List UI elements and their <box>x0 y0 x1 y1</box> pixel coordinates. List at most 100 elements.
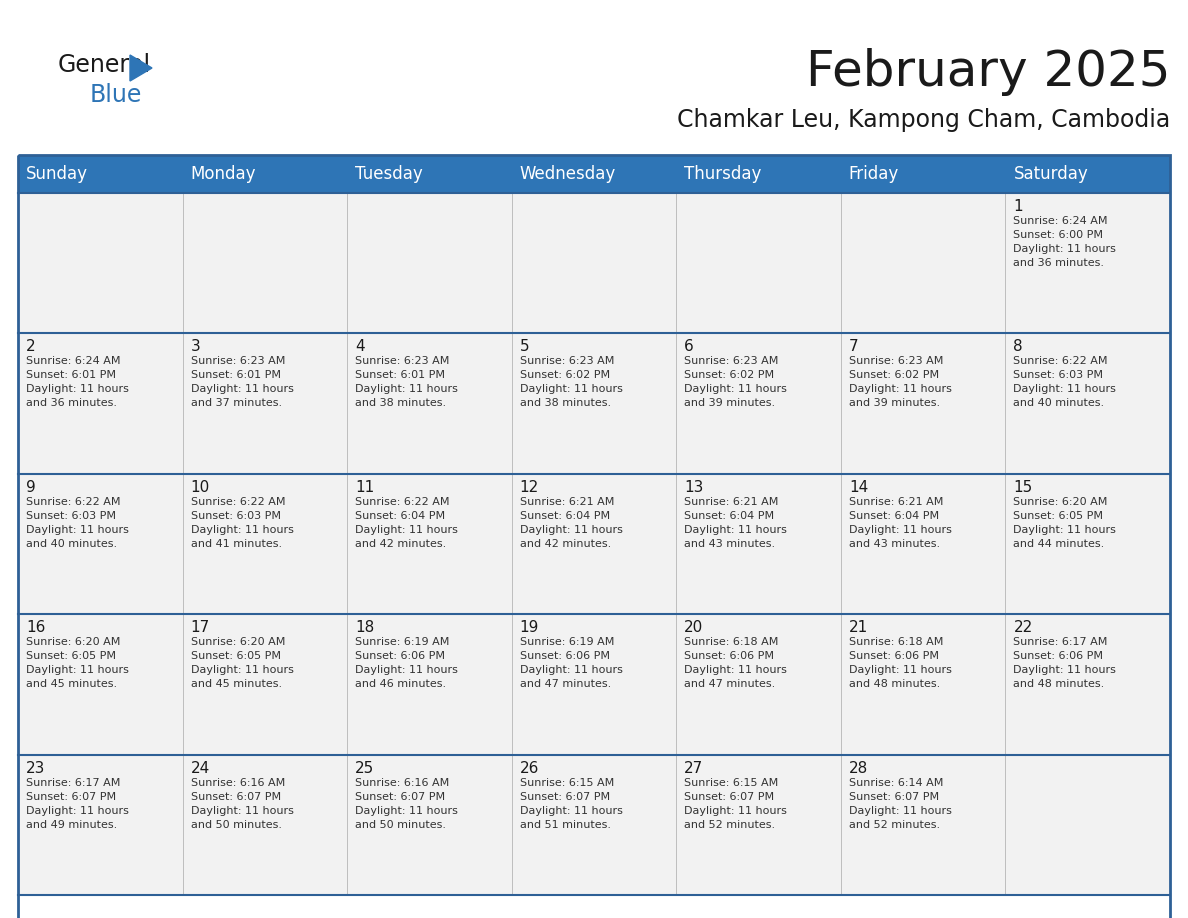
Text: and 52 minutes.: and 52 minutes. <box>684 820 776 830</box>
Text: Sunset: 6:06 PM: Sunset: 6:06 PM <box>1013 651 1104 661</box>
Text: Sunset: 6:02 PM: Sunset: 6:02 PM <box>849 370 939 380</box>
Text: Daylight: 11 hours: Daylight: 11 hours <box>519 806 623 815</box>
Text: 26: 26 <box>519 761 539 776</box>
Bar <box>183 614 347 755</box>
Text: 17: 17 <box>190 621 210 635</box>
Text: and 42 minutes.: and 42 minutes. <box>519 539 611 549</box>
Bar <box>183 155 347 193</box>
Text: and 50 minutes.: and 50 minutes. <box>355 820 447 830</box>
Text: 1: 1 <box>1013 199 1023 214</box>
Bar <box>347 155 512 193</box>
Text: Sunrise: 6:18 AM: Sunrise: 6:18 AM <box>849 637 943 647</box>
Text: Daylight: 11 hours: Daylight: 11 hours <box>1013 525 1117 535</box>
Text: 14: 14 <box>849 480 868 495</box>
Bar <box>183 333 347 474</box>
Text: 25: 25 <box>355 761 374 776</box>
Text: Blue: Blue <box>90 83 143 107</box>
Text: Daylight: 11 hours: Daylight: 11 hours <box>1013 666 1117 676</box>
Text: Sunrise: 6:19 AM: Sunrise: 6:19 AM <box>355 637 449 647</box>
Text: Tuesday: Tuesday <box>355 165 423 183</box>
Bar <box>512 155 676 193</box>
Text: Daylight: 11 hours: Daylight: 11 hours <box>26 666 128 676</box>
Bar <box>1005 614 1170 755</box>
Text: Daylight: 11 hours: Daylight: 11 hours <box>26 385 128 395</box>
Text: Sunrise: 6:20 AM: Sunrise: 6:20 AM <box>26 637 120 647</box>
Text: Sunrise: 6:20 AM: Sunrise: 6:20 AM <box>1013 497 1107 507</box>
Text: 28: 28 <box>849 761 868 776</box>
Text: Sunrise: 6:21 AM: Sunrise: 6:21 AM <box>684 497 778 507</box>
Text: Sunrise: 6:23 AM: Sunrise: 6:23 AM <box>849 356 943 366</box>
Bar <box>347 333 512 474</box>
Text: Sunrise: 6:23 AM: Sunrise: 6:23 AM <box>684 356 778 366</box>
Bar <box>18 155 1170 918</box>
Text: 13: 13 <box>684 480 703 495</box>
Text: and 51 minutes.: and 51 minutes. <box>519 820 611 830</box>
Text: Sunrise: 6:23 AM: Sunrise: 6:23 AM <box>519 356 614 366</box>
Text: Sunset: 6:01 PM: Sunset: 6:01 PM <box>355 370 446 380</box>
Text: Daylight: 11 hours: Daylight: 11 hours <box>26 525 128 535</box>
Text: Sunrise: 6:16 AM: Sunrise: 6:16 AM <box>355 778 449 788</box>
Text: Friday: Friday <box>849 165 899 183</box>
Text: February 2025: February 2025 <box>805 48 1170 96</box>
Bar <box>347 614 512 755</box>
Text: Sunrise: 6:22 AM: Sunrise: 6:22 AM <box>355 497 449 507</box>
Bar <box>347 193 512 333</box>
Bar <box>512 474 676 614</box>
Text: and 38 minutes.: and 38 minutes. <box>355 398 447 409</box>
Text: Daylight: 11 hours: Daylight: 11 hours <box>1013 244 1117 254</box>
Text: Sunrise: 6:17 AM: Sunrise: 6:17 AM <box>26 778 120 788</box>
Bar <box>1005 755 1170 895</box>
Text: Sunset: 6:01 PM: Sunset: 6:01 PM <box>190 370 280 380</box>
Bar <box>18 333 183 474</box>
Text: Daylight: 11 hours: Daylight: 11 hours <box>355 385 459 395</box>
Text: and 42 minutes.: and 42 minutes. <box>355 539 447 549</box>
Text: Daylight: 11 hours: Daylight: 11 hours <box>355 525 459 535</box>
Text: and 48 minutes.: and 48 minutes. <box>1013 679 1105 689</box>
Text: Daylight: 11 hours: Daylight: 11 hours <box>190 525 293 535</box>
Text: Sunrise: 6:21 AM: Sunrise: 6:21 AM <box>849 497 943 507</box>
Bar <box>1005 333 1170 474</box>
Text: Sunset: 6:06 PM: Sunset: 6:06 PM <box>684 651 775 661</box>
Text: and 37 minutes.: and 37 minutes. <box>190 398 282 409</box>
Text: 9: 9 <box>26 480 36 495</box>
Text: and 44 minutes.: and 44 minutes. <box>1013 539 1105 549</box>
Text: Saturday: Saturday <box>1013 165 1088 183</box>
Text: 6: 6 <box>684 340 694 354</box>
Bar <box>18 755 183 895</box>
Bar <box>512 755 676 895</box>
Text: Sunset: 6:02 PM: Sunset: 6:02 PM <box>684 370 775 380</box>
Text: 27: 27 <box>684 761 703 776</box>
Text: Daylight: 11 hours: Daylight: 11 hours <box>1013 385 1117 395</box>
Text: Daylight: 11 hours: Daylight: 11 hours <box>519 525 623 535</box>
Text: Chamkar Leu, Kampong Cham, Cambodia: Chamkar Leu, Kampong Cham, Cambodia <box>677 108 1170 132</box>
Text: 20: 20 <box>684 621 703 635</box>
Text: Sunset: 6:02 PM: Sunset: 6:02 PM <box>519 370 609 380</box>
Text: 5: 5 <box>519 340 530 354</box>
Text: 18: 18 <box>355 621 374 635</box>
Text: Sunset: 6:03 PM: Sunset: 6:03 PM <box>190 510 280 521</box>
Text: Sunday: Sunday <box>26 165 88 183</box>
Text: Daylight: 11 hours: Daylight: 11 hours <box>355 806 459 815</box>
Text: Monday: Monday <box>190 165 257 183</box>
Bar <box>18 193 183 333</box>
Text: Sunrise: 6:24 AM: Sunrise: 6:24 AM <box>26 356 120 366</box>
Bar <box>676 155 841 193</box>
Text: Sunset: 6:05 PM: Sunset: 6:05 PM <box>190 651 280 661</box>
Bar <box>676 755 841 895</box>
Text: and 50 minutes.: and 50 minutes. <box>190 820 282 830</box>
Bar <box>841 755 1005 895</box>
Bar <box>183 755 347 895</box>
Text: Daylight: 11 hours: Daylight: 11 hours <box>355 666 459 676</box>
Text: 10: 10 <box>190 480 210 495</box>
Text: Sunset: 6:04 PM: Sunset: 6:04 PM <box>519 510 609 521</box>
Text: and 36 minutes.: and 36 minutes. <box>26 398 116 409</box>
Text: 21: 21 <box>849 621 868 635</box>
Text: Thursday: Thursday <box>684 165 762 183</box>
Text: General: General <box>58 53 151 77</box>
Bar <box>18 614 183 755</box>
Text: and 36 minutes.: and 36 minutes. <box>1013 258 1105 268</box>
Text: and 41 minutes.: and 41 minutes. <box>190 539 282 549</box>
Text: and 52 minutes.: and 52 minutes. <box>849 820 940 830</box>
Text: Sunrise: 6:24 AM: Sunrise: 6:24 AM <box>1013 216 1108 226</box>
Bar <box>1005 474 1170 614</box>
